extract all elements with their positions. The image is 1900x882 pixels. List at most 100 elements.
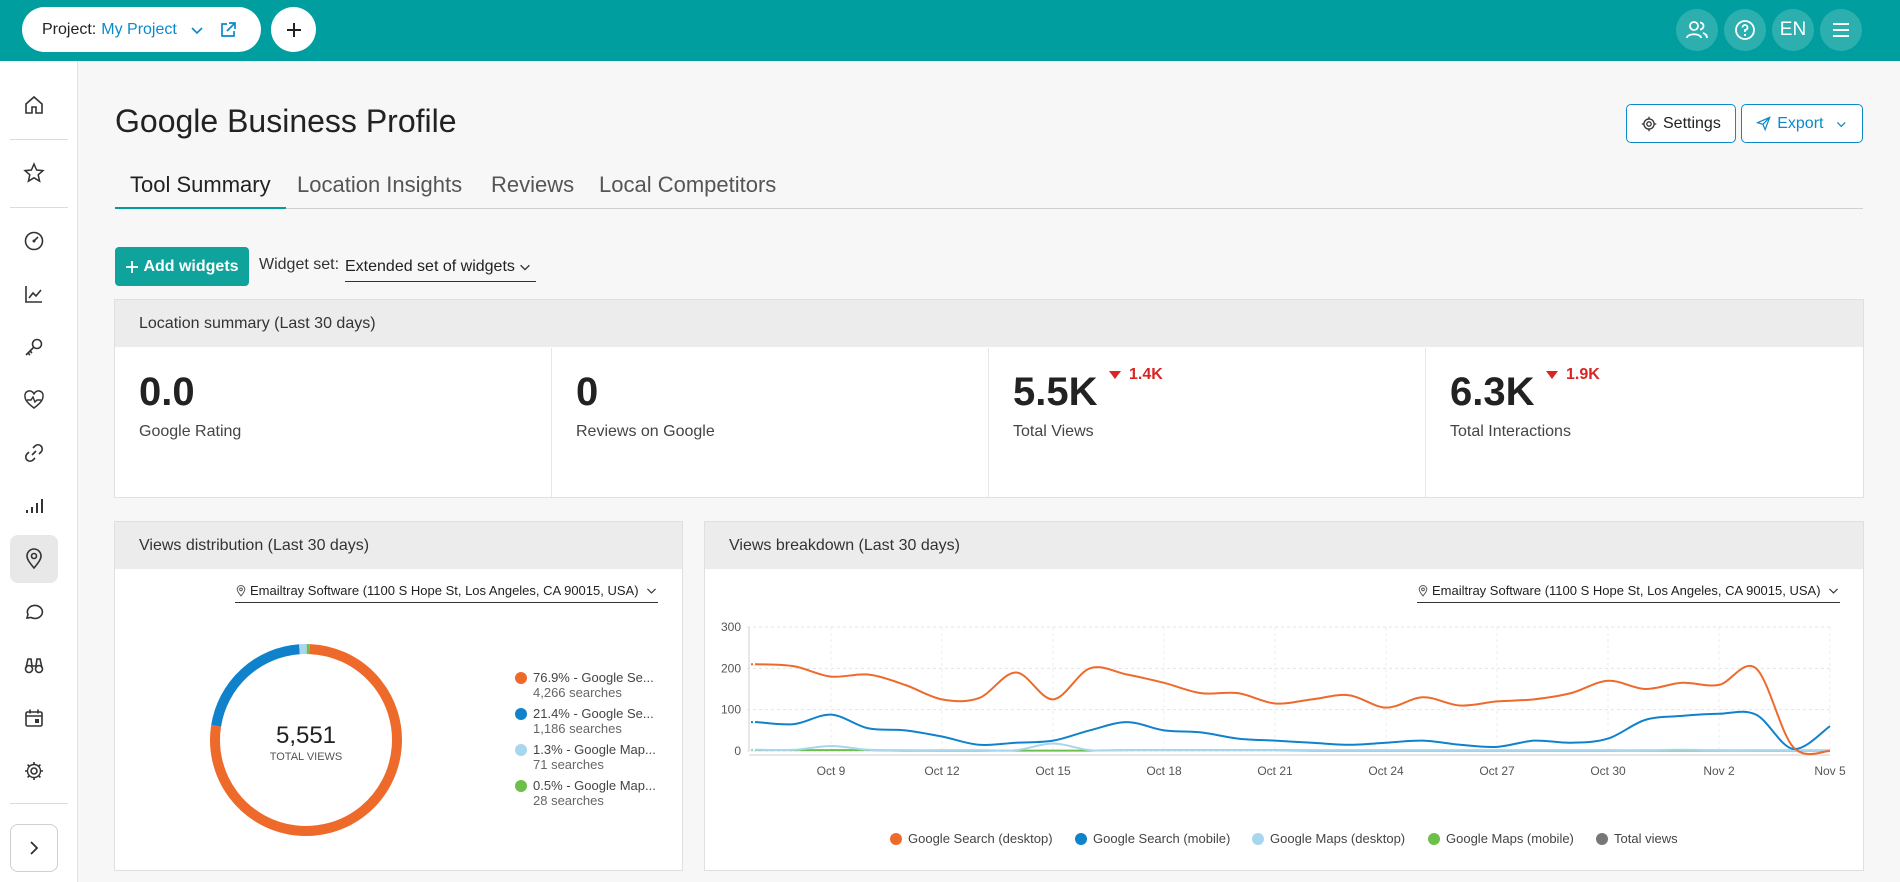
sidebar-item-favorites[interactable] xyxy=(10,149,58,197)
paper-plane-icon xyxy=(1756,116,1771,132)
legend-label: Google Maps (mobile) xyxy=(1446,831,1574,846)
location-select[interactable]: Emailtray Software (1100 S Hope St, Los … xyxy=(235,579,658,603)
legend-sub: 28 searches xyxy=(533,793,604,808)
x-tick-label: Oct 18 xyxy=(1146,764,1182,778)
sidebar-item-social[interactable] xyxy=(10,588,58,636)
line-legend-item[interactable]: Google Maps (mobile) xyxy=(1428,831,1574,846)
kpi-total-interactions: 6.3K 1.9K Total Interactions xyxy=(1426,348,1863,497)
widget-set-select[interactable]: Extended set of widgets xyxy=(345,252,536,282)
views-line-chart: 0 100 200 300 Oct 9 Oct 12 Oct 15 Oct 18 Oct 21 O… xyxy=(721,620,1846,778)
kpi-label: Total Interactions xyxy=(1450,423,1571,440)
legend-label: Total views xyxy=(1614,831,1678,846)
kpi-delta: 1.4K xyxy=(1109,366,1163,384)
widget-set-label: Widget set: xyxy=(259,256,340,273)
donut-total-label: TOTAL VIEWS xyxy=(269,751,343,763)
map-pin-icon xyxy=(1418,584,1428,597)
external-link-icon[interactable] xyxy=(219,21,237,39)
users-button[interactable] xyxy=(1676,9,1718,51)
donut-slice[interactable] xyxy=(211,644,300,727)
tab-location-insights[interactable]: Location Insights xyxy=(297,172,463,197)
series-line[interactable] xyxy=(756,663,1831,756)
tab-reviews[interactable]: Reviews xyxy=(491,172,575,197)
x-tick-label: Nov 2 xyxy=(1703,764,1735,778)
tab-tool-summary[interactable]: Tool Summary xyxy=(115,172,286,209)
legend-sub: 1,186 searches xyxy=(533,721,622,736)
line-legend-item[interactable]: Google Maps (desktop) xyxy=(1252,831,1405,846)
help-button[interactable] xyxy=(1724,9,1766,51)
sidebar-item-competitors[interactable] xyxy=(10,641,58,689)
kpi-label: Google Rating xyxy=(139,423,242,440)
donut-slice[interactable] xyxy=(210,644,402,836)
project-label: Project: xyxy=(42,20,97,38)
kpi-delta-value: 1.9K xyxy=(1566,366,1600,383)
line-legend-item[interactable]: Google Search (mobile) xyxy=(1075,831,1230,846)
legend-label: 1.3% - Google Map... xyxy=(533,742,656,757)
chevron-right-icon xyxy=(30,841,39,855)
plus-icon xyxy=(286,22,301,37)
tab-local-competitors[interactable]: Local Competitors xyxy=(599,172,777,197)
location-select-value: Emailtray Software (1100 S Hope St, Los … xyxy=(1432,583,1821,598)
kpi-value: 0.0 xyxy=(139,370,195,414)
add-project-button[interactable] xyxy=(271,7,316,52)
views-distribution-card: Views distribution (Last 30 days) Emailt… xyxy=(114,521,683,871)
x-tick-label: Oct 21 xyxy=(1257,764,1293,778)
kpi-delta: 1.9K xyxy=(1546,366,1600,384)
star-icon xyxy=(23,162,45,183)
series-line[interactable] xyxy=(756,742,1830,752)
gauge-icon xyxy=(24,231,44,251)
series-line[interactable] xyxy=(756,710,1831,750)
hamburger-icon xyxy=(1833,23,1849,37)
location-summary-title: Location summary (Last 30 days) xyxy=(115,300,1863,347)
legend-dot xyxy=(515,744,527,756)
line-legend-item[interactable]: Total views xyxy=(1596,831,1678,846)
sidebar-item-health[interactable] xyxy=(10,376,58,424)
sidebar-item-backlinks[interactable] xyxy=(10,429,58,477)
sidebar-item-rankings[interactable] xyxy=(10,482,58,530)
kpi-reviews: 0 Reviews on Google xyxy=(552,348,989,497)
y-tick-label: 300 xyxy=(721,620,741,634)
legend-dot xyxy=(515,780,527,792)
kpi-label: Total Views xyxy=(1013,423,1094,440)
kpi-value: 5.5K xyxy=(1013,370,1098,414)
sidebar-item-keywords[interactable] xyxy=(10,323,58,371)
project-selector[interactable]: Project: My Project xyxy=(22,7,261,52)
export-button[interactable]: Export xyxy=(1741,104,1863,143)
question-circle-icon xyxy=(1735,20,1755,40)
line-legend-item[interactable]: Google Search (desktop) xyxy=(890,831,1053,846)
sidebar-item-local[interactable] xyxy=(10,535,58,583)
sidebar-divider xyxy=(10,207,68,208)
settings-button[interactable]: Settings xyxy=(1626,104,1736,143)
add-widgets-button[interactable]: Add widgets xyxy=(115,247,249,286)
x-tick-label: Oct 12 xyxy=(924,764,960,778)
location-select[interactable]: Emailtray Software (1100 S Hope St, Los … xyxy=(1417,579,1840,603)
project-name: My Project xyxy=(101,20,177,38)
kpi-total-views: 5.5K 1.4K Total Views xyxy=(989,348,1426,497)
donut-legend-item: 0.5% - Google Map... 28 searches xyxy=(515,778,656,808)
map-pin-icon xyxy=(26,548,42,570)
sidebar-item-calendar[interactable] xyxy=(10,694,58,742)
sidebar-item-analytics[interactable] xyxy=(10,270,58,318)
sidebar-item-dashboard[interactable] xyxy=(10,217,58,265)
language-button[interactable]: EN xyxy=(1772,9,1814,51)
sidebar-item-home[interactable] xyxy=(10,81,58,129)
menu-button[interactable] xyxy=(1820,9,1862,51)
location-select-value: Emailtray Software (1100 S Hope St, Los … xyxy=(250,583,639,598)
sidebar-divider xyxy=(10,139,68,140)
legend-label: 76.9% - Google Se... xyxy=(533,670,654,685)
tab-bar: Tool Summary Location Insights Reviews L… xyxy=(115,166,1863,209)
legend-label: 0.5% - Google Map... xyxy=(533,778,656,793)
gear-icon xyxy=(25,762,43,780)
views-breakdown-card: Views breakdown (Last 30 days) Emailtray… xyxy=(704,521,1864,871)
legend-dot xyxy=(515,708,527,720)
chevron-down-icon xyxy=(520,264,530,271)
legend-dot xyxy=(1075,832,1087,845)
add-widgets-label: Add widgets xyxy=(143,257,239,275)
sidebar-item-settings[interactable] xyxy=(10,747,58,795)
settings-button-label: Settings xyxy=(1663,114,1721,132)
legend-label: Google Maps (desktop) xyxy=(1270,831,1406,846)
y-tick-label: 0 xyxy=(734,744,741,758)
widget-set-value: Extended set of widgets xyxy=(345,257,515,275)
gear-icon xyxy=(1641,116,1657,131)
sidebar-expand-button[interactable] xyxy=(10,824,58,872)
legend-label: Google Search (mobile) xyxy=(1093,831,1231,846)
